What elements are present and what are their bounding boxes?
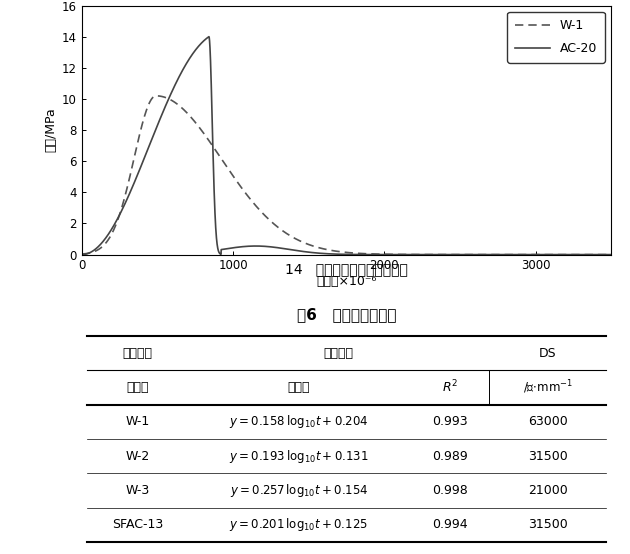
W-1 — [152, 93, 160, 99]
Text: 21000: 21000 — [528, 484, 568, 497]
Text: 0.994: 0.994 — [432, 518, 467, 531]
Text: 关系式: 关系式 — [288, 381, 310, 394]
Text: 0.993: 0.993 — [432, 415, 467, 428]
Text: 14   低温试验应力－应变曲线: 14 低温试验应力－应变曲线 — [285, 263, 408, 276]
Text: W-3: W-3 — [125, 484, 149, 497]
Line: AC-20: AC-20 — [82, 37, 611, 255]
Text: W-1: W-1 — [125, 415, 149, 428]
Text: DS: DS — [539, 347, 556, 360]
Text: /次$\cdot$mm$^{-1}$: /次$\cdot$mm$^{-1}$ — [523, 378, 573, 396]
Text: SFAC-13: SFAC-13 — [112, 518, 163, 531]
AC-20 — [513, 252, 521, 258]
AC-20 — [280, 245, 288, 252]
Text: 31500: 31500 — [528, 449, 568, 463]
W-1 — [396, 251, 403, 258]
Text: $y = 0.257\,\mathrm{log}_{10}t + 0.154$: $y = 0.257\,\mathrm{log}_{10}t + 0.154$ — [229, 482, 368, 499]
Text: $y = 0.201\,\mathrm{log}_{10}t + 0.125$: $y = 0.201\,\mathrm{log}_{10}t + 0.125$ — [229, 516, 369, 533]
Text: 料类型: 料类型 — [126, 381, 149, 394]
W-1 — [513, 252, 521, 258]
W-1 — [280, 229, 288, 235]
AC-20 — [473, 252, 481, 258]
Text: 母体混合: 母体混合 — [122, 347, 152, 360]
AC-20 — [396, 252, 403, 258]
AC-20 — [175, 75, 182, 82]
Text: 回归结果: 回归结果 — [324, 347, 353, 360]
Text: 0.998: 0.998 — [432, 484, 467, 497]
AC-20 — [78, 252, 86, 258]
X-axis label: 应变／×10⁻⁶: 应变／×10⁻⁶ — [316, 275, 377, 288]
W-1 — [175, 101, 182, 108]
Text: 衤6   低温性能汇总表: 衤6 低温性能汇总表 — [297, 307, 396, 322]
Text: 63000: 63000 — [528, 415, 568, 428]
AC-20 — [205, 33, 213, 40]
Text: 0.989: 0.989 — [432, 449, 467, 463]
W-1 — [607, 252, 615, 258]
Text: $y = 0.193\,\mathrm{log}_{10}t + 0.131$: $y = 0.193\,\mathrm{log}_{10}t + 0.131$ — [229, 448, 369, 465]
Text: $R^2$: $R^2$ — [442, 379, 458, 396]
Y-axis label: 应力/MPa: 应力/MPa — [45, 107, 58, 152]
Legend: W-1, AC-20: W-1, AC-20 — [508, 12, 605, 63]
W-1 — [422, 251, 430, 258]
Text: W-2: W-2 — [125, 449, 149, 463]
W-1 — [473, 252, 481, 258]
Line: W-1: W-1 — [82, 96, 611, 255]
Text: $y = 0.158\,\mathrm{log}_{10}t + 0.204$: $y = 0.158\,\mathrm{log}_{10}t + 0.204$ — [229, 413, 369, 430]
AC-20 — [607, 252, 615, 258]
AC-20 — [422, 252, 430, 258]
W-1 — [78, 251, 86, 258]
Text: 31500: 31500 — [528, 518, 568, 531]
